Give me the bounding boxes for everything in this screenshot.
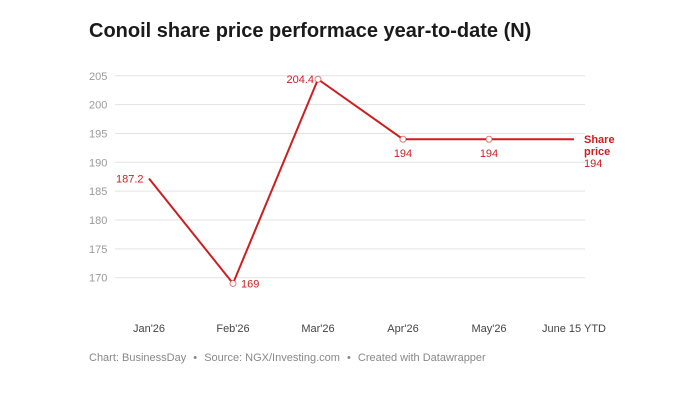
chart-footer: Chart: BusinessDay • Source: NGX/Investi… — [89, 352, 486, 364]
footer-separator: • — [193, 352, 198, 364]
x-tick-label: June 15 YTD — [542, 323, 606, 335]
data-label: 187.2 — [116, 173, 144, 185]
data-point-marker — [314, 75, 322, 83]
y-tick-label: 205 — [89, 71, 107, 83]
y-tick-label: 195 — [89, 128, 107, 140]
y-tick-label: 185 — [89, 186, 107, 198]
data-point-marker — [485, 135, 493, 143]
x-tick-label: Jan'26 — [133, 323, 165, 335]
grid-lines — [115, 75, 585, 279]
series-name-label-line2: price — [584, 146, 610, 158]
series-name-label-line1: Share — [584, 134, 615, 146]
chart-created-with: Created with Datawrapper — [357, 352, 486, 364]
series-end-value-label: 194 — [584, 158, 602, 170]
data-label: 194 — [394, 148, 412, 160]
y-tick-label: 190 — [89, 157, 107, 169]
y-tick-label: 180 — [89, 215, 107, 227]
x-tick-label: Mar'26 — [301, 323, 334, 335]
x-tick-label: May'26 — [471, 323, 506, 335]
y-tick-label: 170 — [89, 273, 107, 285]
footer-separator: • — [347, 352, 351, 364]
x-tick-label: Apr'26 — [387, 323, 418, 335]
chart-source: Source: NGX/Investing.com — [204, 352, 340, 364]
y-tick-label: 175 — [89, 244, 107, 256]
data-point-marker — [229, 279, 237, 287]
x-axis-ticks: Jan'26 Feb'26 Mar'26 Apr'26 May'26 June 15 YT… — [133, 323, 606, 335]
data-label: 194 — [480, 148, 498, 160]
data-label: 204.4 — [286, 74, 314, 86]
y-tick-label: 200 — [89, 100, 107, 112]
y-axis-ticks: 170 175 180 185 190 195 200 205 — [89, 71, 107, 285]
chart-title: Conoil share price performace year-to-da… — [89, 20, 532, 42]
data-label: 169 — [241, 278, 259, 290]
series-line — [148, 77, 574, 286]
data-point-marker — [399, 135, 407, 143]
chart-credit: Chart: BusinessDay — [89, 352, 187, 364]
x-tick-label: Feb'26 — [216, 323, 249, 335]
series-end-label: Share price 194 — [584, 134, 615, 170]
data-markers — [229, 75, 493, 287]
data-labels: 187.2 169 204.4 194 194 — [116, 74, 498, 290]
series-line-layer — [148, 77, 574, 286]
